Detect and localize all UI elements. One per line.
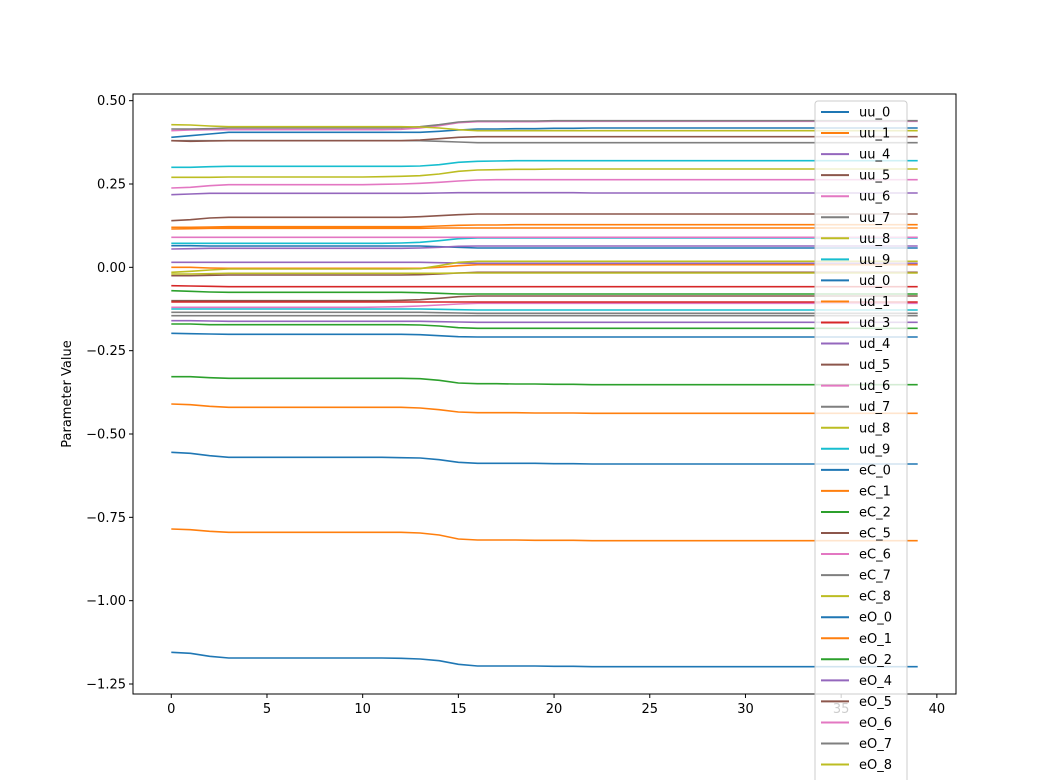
legend-label-eC_6: eC_6 xyxy=(859,548,891,563)
legend-label-ud_0: ud_0 xyxy=(859,274,890,289)
legend-label-eC_0: eC_0 xyxy=(859,463,891,478)
series-line-uu_9 xyxy=(171,159,918,169)
series-line-eC_2 xyxy=(171,375,918,386)
y-axis: 0.50 0.25 0.00 −0.25 −0.50 −0.75 −1.00 −1.25 xyxy=(86,94,133,693)
x-tick-label: 15 xyxy=(450,702,467,717)
x-tick-label: 5 xyxy=(263,702,271,717)
y-axis-label: Parameter Value xyxy=(60,340,75,447)
series-line-uu_0 xyxy=(171,127,918,139)
legend-label-eC_8: eC_8 xyxy=(859,590,891,605)
y-tick-label: −0.50 xyxy=(86,428,126,443)
legend-label-ud_6: ud_6 xyxy=(859,379,890,394)
series-line-eC_5 xyxy=(171,135,918,143)
plot-frame xyxy=(132,93,957,695)
legend: uu_0 uu_1 uu_4 uu_5 uu_6 uu_7 uu_8 uu_9 ud_0 ud_1… xyxy=(814,100,908,780)
series-line-eO_2 xyxy=(171,289,918,295)
series-line-eO_1 xyxy=(171,528,918,542)
legend-label-eC_2: eC_2 xyxy=(859,505,891,520)
series-line-unlabeled-32 xyxy=(171,332,918,338)
legend-label-eO_1: eO_1 xyxy=(859,632,892,647)
x-tick-label: 20 xyxy=(546,702,563,717)
legend-label-ud_8: ud_8 xyxy=(859,421,890,436)
legend-label-ud_1: ud_1 xyxy=(859,295,890,310)
legend-label-uu_0: uu_0 xyxy=(859,106,890,121)
legend-label-ud_9: ud_9 xyxy=(859,442,890,457)
series-line-eO_5 xyxy=(171,295,918,302)
y-tick-label: 0.25 xyxy=(97,178,126,193)
series-line-eC_8 xyxy=(171,123,918,132)
legend-label-eC_1: eC_1 xyxy=(859,484,891,499)
series-line-unlabeled-37 xyxy=(171,308,918,311)
x-tick-label: 10 xyxy=(354,702,371,717)
legend-label-ud_4: ud_4 xyxy=(859,337,890,352)
series-line-uu_1 xyxy=(171,223,918,229)
legend-label-uu_9: uu_9 xyxy=(859,253,890,268)
y-tick-label: −1.00 xyxy=(86,594,126,609)
x-tick-label: 40 xyxy=(929,702,946,717)
y-tick-label: −0.75 xyxy=(86,511,126,526)
series-line-uu_4 xyxy=(171,191,918,196)
series-line-ud_9 xyxy=(171,237,918,245)
series-line-ud_6 xyxy=(171,302,918,309)
legend-label-uu_7: uu_7 xyxy=(859,211,890,226)
series-line-ud_1 xyxy=(171,263,918,270)
legend-box xyxy=(814,100,908,780)
legend-label-eO_6: eO_6 xyxy=(859,716,892,731)
series-line-ud_4 xyxy=(171,261,918,265)
legend-label-uu_8: uu_8 xyxy=(859,232,890,247)
x-tick-label: 30 xyxy=(737,702,754,717)
series-line-unlabeled-36 xyxy=(171,245,918,250)
x-tick-label: 25 xyxy=(641,702,658,717)
plot-lines xyxy=(171,119,918,668)
legend-label-eO_2: eO_2 xyxy=(859,653,892,668)
legend-label-eC_5: eC_5 xyxy=(859,527,891,542)
x-tick-label: 0 xyxy=(167,702,175,717)
series-line-eC_1 xyxy=(171,403,918,415)
series-line-eC_0 xyxy=(171,451,918,465)
legend-label-eC_7: eC_7 xyxy=(859,569,891,584)
series-line-uu_8 xyxy=(171,168,918,179)
series-line-uu_5 xyxy=(171,213,918,222)
series-line-uu_6 xyxy=(171,178,918,189)
y-tick-label: −0.25 xyxy=(86,344,126,359)
series-line-ud_3 xyxy=(171,284,918,288)
series-line-unlabeled-35 xyxy=(171,227,918,230)
legend-label-uu_6: uu_6 xyxy=(859,190,890,205)
legend-label-uu_5: uu_5 xyxy=(859,169,890,184)
legend-label-eO_7: eO_7 xyxy=(859,737,892,752)
series-line-ud_0 xyxy=(171,244,918,249)
series-line-eO_4 xyxy=(171,319,918,324)
legend-label-ud_7: ud_7 xyxy=(859,400,890,415)
y-tick-label: 0.50 xyxy=(97,94,126,109)
legend-label-uu_4: uu_4 xyxy=(859,148,890,163)
legend-label-uu_1: uu_1 xyxy=(859,127,890,142)
legend-label-eO_5: eO_5 xyxy=(859,695,892,710)
series-line-eC_7 xyxy=(171,119,918,130)
series-line-eO_0 xyxy=(171,651,918,668)
legend-label-eO_4: eO_4 xyxy=(859,674,892,689)
y-tick-label: 0.00 xyxy=(97,261,126,276)
legend-label-eO_0: eO_0 xyxy=(859,611,892,626)
series-line-ud_8 xyxy=(171,260,918,274)
series-line-eO_7 xyxy=(171,311,918,315)
legend-label-eO_8: eO_8 xyxy=(859,758,892,773)
legend-label-ud_3: ud_3 xyxy=(859,316,890,331)
legend-label-ud_5: ud_5 xyxy=(859,358,890,373)
series-line-unlabeled-33 xyxy=(171,323,918,330)
y-tick-label: −1.25 xyxy=(86,678,126,693)
series-line-eO_8 xyxy=(171,272,918,275)
